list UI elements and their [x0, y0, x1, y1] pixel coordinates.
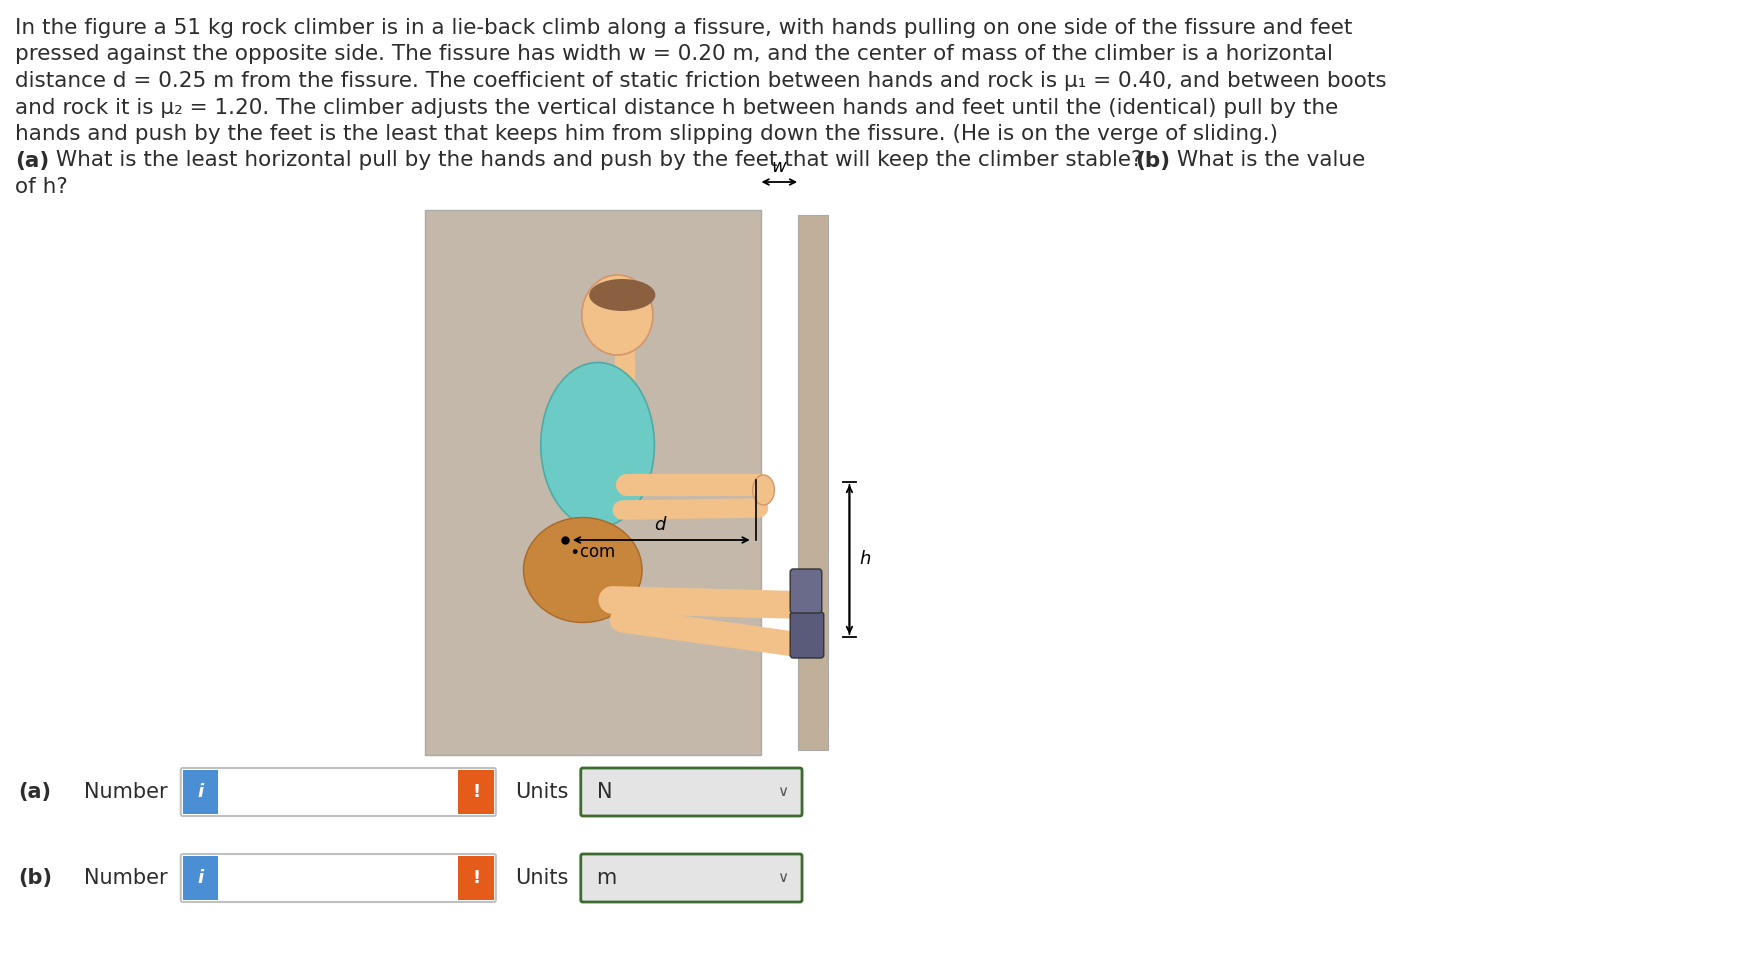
Text: i: i	[197, 783, 204, 801]
Text: (a): (a)	[14, 151, 49, 171]
Text: Number: Number	[84, 868, 167, 888]
Text: ∨: ∨	[777, 871, 787, 885]
Text: pressed against the opposite side. The fissure has width w = 0.20 m, and the cen: pressed against the opposite side. The f…	[14, 44, 1334, 64]
FancyBboxPatch shape	[791, 612, 824, 658]
Text: $w$: $w$	[771, 158, 787, 176]
FancyBboxPatch shape	[181, 768, 495, 816]
Bar	[425, 210, 761, 755]
Text: N: N	[597, 782, 611, 802]
Text: $d$: $d$	[654, 516, 668, 534]
Text: (b): (b)	[18, 868, 51, 888]
Text: ∨: ∨	[777, 784, 787, 800]
Bar	[183, 856, 218, 900]
Ellipse shape	[589, 279, 655, 311]
Text: Units: Units	[515, 868, 569, 888]
Ellipse shape	[752, 475, 775, 505]
Text: (b): (b)	[1135, 151, 1170, 171]
Text: hands and push by the feet is the least that keeps him from slipping down the fi: hands and push by the feet is the least …	[14, 124, 1277, 144]
Text: !: !	[473, 783, 480, 801]
Text: Number: Number	[84, 782, 167, 802]
Text: (a): (a)	[18, 782, 51, 802]
Text: distance d = 0.25 m from the fissure. The coefficient of static friction between: distance d = 0.25 m from the fissure. Th…	[14, 71, 1386, 91]
Bar	[459, 856, 494, 900]
Text: i: i	[197, 869, 204, 887]
Text: Units: Units	[515, 782, 569, 802]
Text: In the figure a 51 kg rock climber is in a lie-back climb along a fissure, with : In the figure a 51 kg rock climber is in…	[14, 18, 1353, 38]
Text: and rock it is μ₂ = 1.20. The climber adjusts the vertical distance h between ha: and rock it is μ₂ = 1.20. The climber ad…	[14, 98, 1339, 117]
Text: !: !	[473, 869, 480, 887]
Text: $\bullet$com: $\bullet$com	[569, 543, 615, 561]
Text: $h$: $h$	[859, 550, 871, 568]
Text: m: m	[597, 868, 617, 888]
Bar	[798, 215, 828, 750]
Text: What is the least horizontal pull by the hands and push by the feet that will ke: What is the least horizontal pull by the…	[49, 151, 1149, 171]
Text: What is the value: What is the value	[1170, 151, 1365, 171]
Ellipse shape	[524, 517, 641, 622]
FancyBboxPatch shape	[582, 854, 801, 902]
FancyBboxPatch shape	[582, 768, 801, 816]
FancyBboxPatch shape	[181, 854, 495, 902]
FancyBboxPatch shape	[791, 569, 822, 613]
Ellipse shape	[582, 275, 654, 355]
Ellipse shape	[541, 363, 654, 527]
Text: of h?: of h?	[14, 177, 67, 197]
Bar	[459, 770, 494, 814]
Bar	[183, 770, 218, 814]
Bar	[615, 350, 634, 380]
